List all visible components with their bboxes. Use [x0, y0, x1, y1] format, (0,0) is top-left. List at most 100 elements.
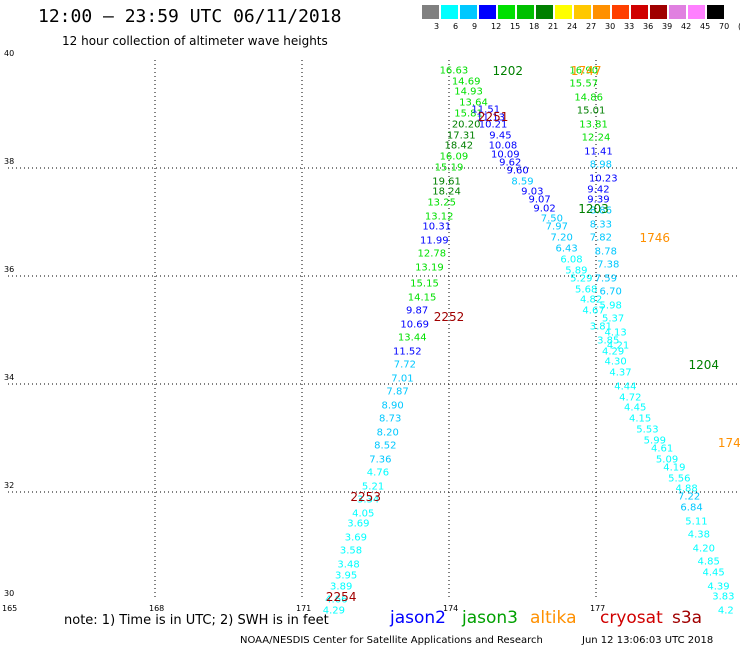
x-tick-label: 177	[590, 604, 606, 613]
wave-height-point: 7.87	[386, 386, 409, 398]
footer-credit: NOAA/NESDIS Center for Satellite Applica…	[240, 635, 543, 646]
wave-height-point: 4.15	[628, 413, 652, 425]
scale-label: 27	[586, 22, 597, 31]
wave-height-point: 15.01	[576, 105, 606, 117]
legend-altika: altika	[530, 608, 577, 628]
wave-height-point: 4.76	[366, 467, 390, 479]
legend-jason3: jason3	[462, 608, 518, 628]
scale-label: 21	[548, 22, 559, 31]
wave-height-point: 7.36	[369, 454, 392, 466]
scale-swatch	[536, 5, 553, 19]
wave-height-point: 15.19	[434, 162, 464, 174]
scale-label: 6	[453, 22, 459, 31]
y-tick-label: 30	[4, 589, 15, 598]
wave-height-point: 13.12	[424, 211, 454, 223]
wave-height-point: 4.67	[582, 305, 605, 317]
wave-height-point: 8.86	[589, 205, 613, 217]
wave-height-point: 12.24	[581, 132, 611, 144]
wave-height-point: 4.72	[619, 392, 642, 403]
wave-height-point: 9.45	[489, 130, 512, 142]
y-tick-label: 38	[4, 157, 15, 166]
wave-height-point: 11.51	[471, 104, 501, 116]
scale-label: 18	[529, 22, 540, 31]
wave-height-point: 10.21	[478, 119, 508, 131]
wave-height-point: 14.86	[574, 92, 603, 104]
wave-height-point: 11.13	[476, 112, 505, 124]
y-tick-label: 36	[4, 265, 15, 274]
wave-height-point: 8.98	[589, 159, 613, 171]
wave-height-point: 9.60	[506, 165, 529, 177]
wave-height-point: 8.78	[594, 246, 617, 258]
scale-swatch	[422, 5, 439, 19]
wave-height-point: 16.63	[439, 65, 469, 77]
wave-height-point: 3.48	[337, 559, 360, 571]
pass-time-label: 1746	[639, 231, 671, 246]
pass-time-label: 2252	[433, 309, 465, 324]
wave-height-point: 9.87	[406, 305, 429, 317]
wave-height-point: 9.42	[587, 184, 610, 196]
scale-label: 33	[624, 22, 635, 31]
scale-label: 70	[719, 22, 730, 31]
wave-height-point: 11.52	[393, 346, 422, 358]
scale-label: 39	[662, 22, 673, 31]
scale-label: 45	[700, 22, 711, 31]
footer-timestamp: Jun 12 13:06:03 UTC 2018	[582, 635, 714, 646]
wave-height-point: 8.59	[511, 176, 534, 187]
wave-height-point: 4.30	[604, 356, 627, 368]
wave-height-point: 13.64	[459, 97, 488, 109]
y-tick-label: 32	[4, 481, 15, 490]
x-tick-label: 168	[149, 604, 165, 613]
pass-time-label: 1747	[570, 63, 602, 78]
wave-height-point: 6.08	[560, 254, 583, 266]
wave-height-point: 5.09	[655, 454, 679, 466]
scale-swatch	[707, 5, 724, 19]
wave-height-point: 4.88	[675, 483, 698, 495]
wave-height-point: 17.31	[446, 130, 476, 142]
wave-height-point: 10.69	[400, 319, 430, 331]
wave-height-point: 3.69	[347, 518, 370, 530]
wave-height-point: 3.81	[589, 321, 613, 333]
scale-swatch	[479, 5, 496, 19]
scale-label: (ft)	[738, 22, 740, 31]
wave-height-point: 4.05	[352, 508, 375, 520]
pass-time-label: 1745	[717, 436, 740, 451]
wave-height-point: 7.22	[677, 491, 701, 503]
scale-swatch	[498, 5, 515, 19]
scale-swatch	[650, 5, 667, 19]
wave-height-point: 13.19	[415, 262, 444, 274]
wave-height-point: 4.45	[702, 567, 725, 579]
scale-swatch	[669, 5, 686, 19]
scale-label: 15	[510, 22, 521, 31]
wave-height-point: 4.13	[604, 327, 627, 339]
wave-height-point: 3.95	[334, 570, 358, 582]
wave-height-point: 5.89	[565, 265, 588, 277]
scale-swatch	[441, 5, 458, 19]
wave-height-point: 7.59	[594, 273, 617, 285]
wave-height-point: 18.24	[432, 186, 461, 198]
wave-height-point: 11.41	[584, 146, 613, 158]
wave-height-point: 10.31	[422, 221, 452, 233]
scale-swatch	[517, 5, 534, 19]
wave-height-point: 8.52	[374, 440, 397, 452]
wave-height-point: 5.53	[636, 424, 659, 436]
wave-height-point: 5.56	[668, 473, 691, 484]
wave-height-point: 4.82	[579, 294, 603, 306]
wave-height-point: 6.84	[680, 502, 703, 514]
wave-height-point: 5.37	[602, 313, 625, 325]
wave-height-point: 3.34	[357, 494, 380, 506]
wave-height-point: 4.20	[692, 543, 715, 555]
wave-height-point: 7.38	[597, 259, 620, 271]
x-tick-label: 171	[296, 604, 312, 613]
wave-height-point: 7.97	[545, 221, 568, 233]
scale-label: 3	[434, 22, 440, 31]
wave-height-point: 4.38	[687, 529, 711, 541]
wave-height-point: 9.03	[521, 186, 544, 198]
wave-height-point: 15.81	[454, 108, 483, 120]
page-title: 12:00 — 23:59 UTC 06/11/2018	[38, 6, 342, 27]
wave-height-point: 16.09	[439, 151, 469, 163]
wave-height-point: 10.08	[488, 140, 518, 152]
scale-label: 36	[643, 22, 654, 31]
wave-height-point: 8.33	[589, 219, 613, 231]
scale-label: 42	[681, 22, 692, 31]
